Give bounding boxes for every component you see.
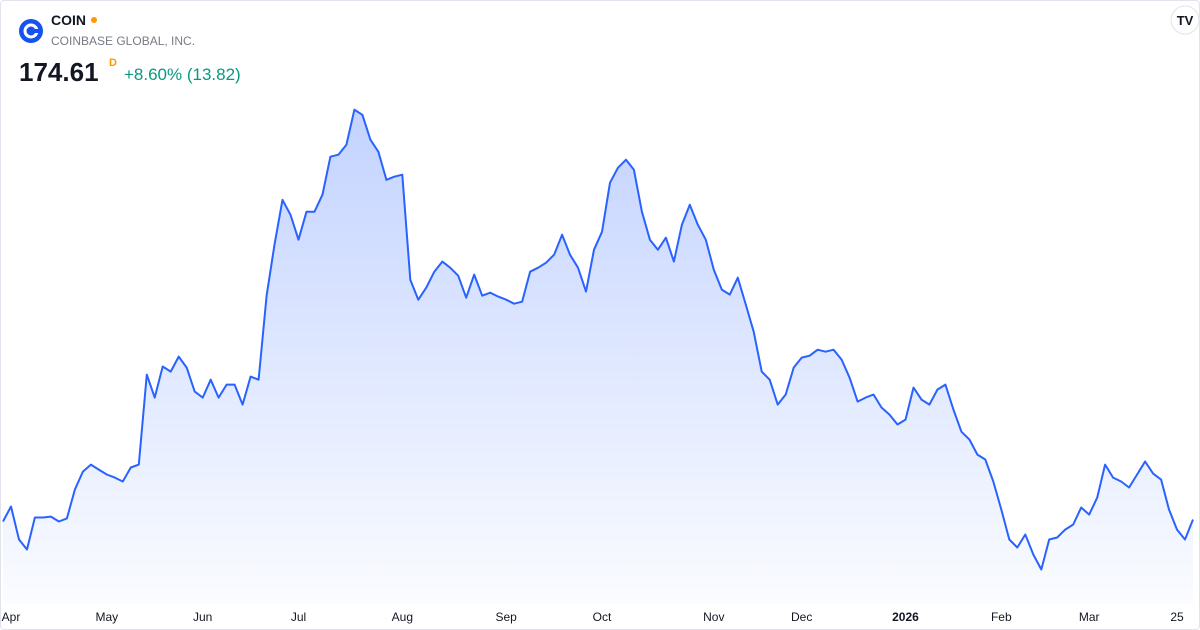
tradingview-logo: TV — [1170, 5, 1200, 35]
company-name: COINBASE GLOBAL, INC. — [51, 34, 195, 48]
symbol: COIN — [51, 12, 86, 28]
x-tick-label: Oct — [593, 610, 612, 624]
x-tick-label: Dec — [791, 610, 812, 624]
change: +8.60% (13.82) — [124, 65, 241, 84]
area-fill — [3, 109, 1193, 604]
x-tick-label: Jun — [193, 610, 212, 624]
x-tick-label: Sep — [495, 610, 517, 624]
logo — [19, 19, 43, 43]
x-tick-label: Apr — [2, 610, 21, 624]
x-tick-label: May — [95, 610, 118, 624]
x-tick-label: Feb — [991, 610, 1012, 624]
x-tick-label: Jul — [291, 610, 306, 624]
x-tick-label: 25 — [1170, 610, 1184, 624]
x-tick-label: Nov — [703, 610, 724, 624]
plot: Apr May Jun Jul Aug Sep Oct Nov Dec 2026 Feb Mar 25 — [2, 108, 1194, 624]
price: 174.61 — [19, 57, 99, 87]
x-tick-label: Mar — [1079, 610, 1100, 624]
price-line — [2, 108, 1194, 571]
interval: D — [109, 57, 117, 69]
x-tick-label: Aug — [392, 610, 413, 624]
x-tick-label: 2026 — [892, 610, 919, 624]
svg-text:TV: TV — [1177, 13, 1194, 28]
status-dot — [91, 17, 97, 23]
